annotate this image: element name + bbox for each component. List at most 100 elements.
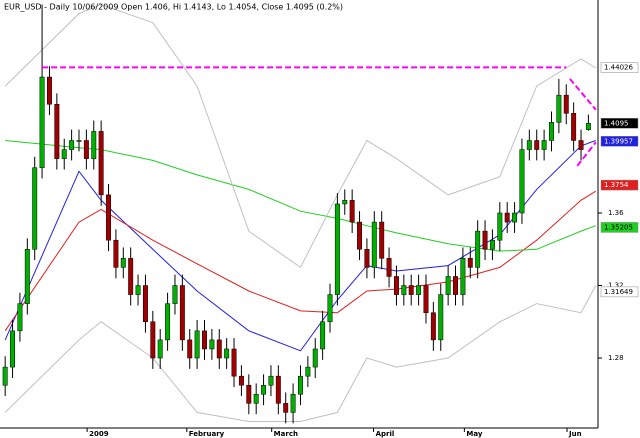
candle-body — [98, 131, 104, 196]
price-label: 1.39957 — [604, 137, 633, 145]
candle-body — [334, 203, 340, 295]
candle-body — [585, 123, 591, 130]
candle-body — [165, 303, 171, 341]
candle-body — [364, 249, 370, 268]
candle-body — [224, 348, 230, 359]
candle-body — [438, 294, 444, 341]
y-tick-label: 1.32 — [608, 282, 624, 290]
candle-body — [128, 258, 134, 295]
candle-body — [231, 348, 237, 377]
candle-body — [10, 330, 16, 368]
candle-body — [113, 239, 119, 268]
candle-body — [39, 76, 45, 168]
candle-body — [172, 285, 178, 304]
candle-body — [467, 258, 473, 268]
candle-body — [290, 394, 296, 413]
x-tick-label: 2009 — [89, 430, 109, 438]
candle-body — [2, 366, 8, 386]
candle-body — [357, 221, 363, 250]
price-label-box — [600, 179, 639, 191]
candle-body — [504, 212, 510, 223]
trend-line — [576, 141, 597, 167]
candle-body — [556, 94, 562, 123]
price-label: 1.35205 — [604, 223, 633, 231]
candle-body — [563, 94, 569, 114]
candle-body — [46, 76, 52, 105]
candle-body — [17, 303, 23, 332]
candle-body — [489, 239, 495, 250]
candle-body — [320, 321, 326, 350]
price-label-box — [600, 286, 639, 298]
candle-body — [571, 113, 577, 141]
price-label: 1.4095 — [604, 119, 629, 127]
y-tick-label: 1.28 — [608, 354, 624, 362]
candle-body — [445, 276, 451, 295]
candle-body — [578, 140, 584, 150]
candle-body — [327, 294, 333, 323]
x-tick-label: February — [189, 430, 225, 438]
candle-body — [135, 285, 141, 295]
candle-body — [482, 230, 488, 250]
y-tick-label: 1.36 — [608, 209, 624, 217]
candle-body — [253, 394, 259, 404]
price-label: 1.3754 — [604, 181, 629, 189]
plot-area — [2, 3, 597, 424]
candle-body — [209, 339, 215, 350]
trend-line — [569, 78, 597, 111]
chart-title: EUR_USD - Daily 10/06/2009 Open 1.406, H… — [4, 3, 343, 12]
candle-body — [393, 276, 399, 295]
candle-body — [61, 149, 67, 159]
candle-body — [76, 140, 82, 142]
x-tick-label: May — [466, 430, 482, 438]
candle-body — [460, 258, 466, 295]
candle-body — [157, 339, 163, 359]
candle-body — [120, 258, 126, 268]
candle-body — [187, 339, 193, 359]
candle-body — [430, 312, 436, 341]
candle-body — [541, 140, 547, 150]
candle-body — [268, 375, 274, 386]
candle-body — [69, 140, 75, 150]
price-label: 1.44026 — [604, 64, 633, 72]
candle-body — [349, 200, 355, 223]
candle-body — [453, 276, 458, 295]
candle-body — [54, 103, 60, 159]
candle-body — [246, 384, 252, 404]
candle-body — [371, 221, 377, 268]
candle-body — [216, 339, 222, 359]
candle-body — [497, 212, 503, 241]
candle-body — [150, 321, 156, 359]
candle-body — [24, 249, 30, 304]
candle-body — [401, 285, 407, 295]
candle-body — [142, 285, 148, 323]
candle-body — [423, 285, 429, 313]
candle-body — [342, 200, 348, 205]
x-tick-label: March — [274, 430, 298, 438]
indicator-line — [4, 285, 597, 422]
x-tick-label: April — [376, 430, 395, 438]
candle-body — [526, 140, 532, 150]
price-label-box — [600, 222, 639, 233]
candle-body — [91, 131, 97, 159]
price-label-box — [600, 118, 639, 129]
candle-body — [549, 122, 554, 141]
candle-body — [179, 285, 185, 341]
candle-body — [519, 149, 525, 214]
candle-body — [261, 384, 267, 395]
candle-body — [379, 221, 385, 259]
candle-body — [475, 230, 481, 268]
candle-body — [534, 140, 540, 150]
price-label-box — [600, 62, 639, 73]
candle-body — [305, 366, 311, 377]
price-label: 1.31649 — [604, 288, 633, 296]
candle-body — [194, 330, 200, 359]
price-label-box — [600, 136, 639, 147]
candle-body — [275, 375, 281, 404]
candle-body — [83, 140, 89, 159]
candle-body — [416, 285, 422, 295]
candle-body — [408, 285, 414, 295]
candle-body — [283, 403, 289, 413]
